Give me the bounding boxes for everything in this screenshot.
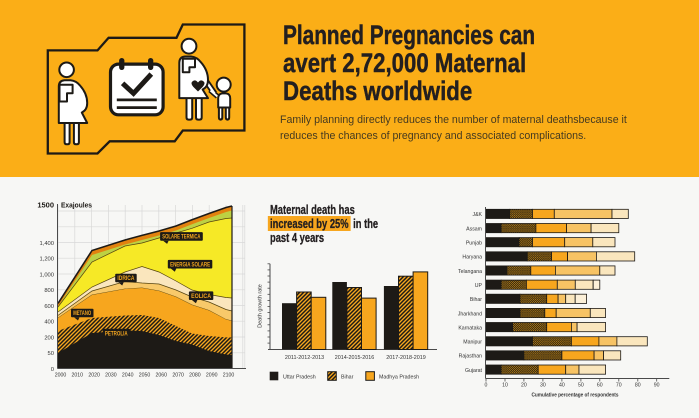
svg-text:80: 80 [635,383,641,389]
svg-text:2050: 2050 [139,373,151,379]
svg-text:2090: 2090 [206,373,218,379]
svg-text:Bihar: Bihar [341,374,354,380]
svg-text:Uttar Pradesh: Uttar Pradesh [283,374,316,380]
svg-text:1,200: 1,200 [39,257,54,263]
svg-text:Punjab: Punjab [466,241,482,247]
svg-text:2040: 2040 [122,373,134,379]
svg-text:Gujarat: Gujarat [465,368,483,374]
svg-text:800: 800 [44,288,54,294]
svg-text:2014-2015-2016: 2014-2015-2016 [335,355,375,361]
svg-text:2070: 2070 [172,373,184,379]
svg-text:Cumulative percentage of respo: Cumulative percentage of respondents [532,393,619,399]
svg-text:20: 20 [521,383,527,389]
svg-text:0: 0 [485,383,488,389]
svg-text:Madhya Pradesh: Madhya Pradesh [379,374,419,380]
svg-text:Exajoules: Exajoules [61,201,92,210]
svg-text:METANO: METANO [73,311,91,317]
svg-text:Jharkhand: Jharkhand [458,311,482,317]
svg-text:1,400: 1,400 [39,241,54,247]
svg-text:J&K: J&K [472,212,482,218]
svg-text:Karnataka: Karnataka [458,325,482,331]
svg-text:50: 50 [578,383,584,389]
svg-text:2060: 2060 [156,373,168,379]
svg-text:Haryana: Haryana [462,255,482,261]
svg-text:UP: UP [475,283,483,289]
svg-text:2011-2012-2013: 2011-2012-2013 [285,355,324,361]
svg-text:60: 60 [597,383,603,389]
svg-text:Death growth rate: Death growth rate [258,284,264,328]
svg-text:2017-2018-2019: 2017-2018-2019 [386,355,426,361]
svg-text:Manipur: Manipur [463,340,482,346]
svg-text:ENERGIA SOLARE: ENERGIA SOLARE [170,262,210,268]
svg-text:PETROLIA: PETROLIA [105,331,128,337]
svg-text:50: 50 [48,351,54,357]
svg-text:400: 400 [44,320,54,326]
svg-text:70: 70 [616,383,622,389]
svg-text:2030: 2030 [105,373,117,379]
svg-text:2100: 2100 [223,373,235,379]
svg-text:SOLARE TERMICA: SOLARE TERMICA [162,235,201,241]
svg-text:10: 10 [502,383,508,389]
svg-text:Rajasthan: Rajasthan [459,354,482,360]
svg-text:2000: 2000 [55,373,67,379]
svg-text:IDRICA: IDRICA [117,276,135,282]
svg-text:2080: 2080 [189,373,201,379]
svg-text:Telangana: Telangana [458,269,482,275]
svg-text:Assam: Assam [466,226,482,232]
svg-text:2020: 2020 [88,373,100,379]
svg-text:0: 0 [51,367,54,373]
svg-text:30: 30 [540,383,546,389]
svg-text:1,000: 1,000 [39,272,54,278]
svg-text:2010: 2010 [72,373,84,379]
svg-text:600: 600 [44,304,54,310]
svg-text:Bihar: Bihar [470,297,482,303]
svg-text:1500: 1500 [37,201,54,210]
svg-text:40: 40 [559,383,565,389]
svg-text:EOLICA: EOLICA [191,294,211,300]
svg-text:90: 90 [654,383,660,389]
svg-text:200: 200 [44,335,54,341]
